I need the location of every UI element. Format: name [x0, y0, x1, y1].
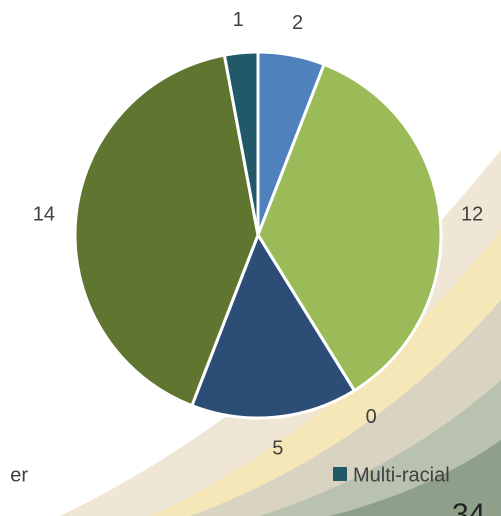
- swoosh-dark: [330, 440, 501, 516]
- data-labels: 2 12 0 5 14 1: [33, 9, 483, 459]
- data-label: 0: [366, 406, 377, 428]
- pie-slice: [256, 62, 443, 393]
- data-label: 12: [461, 203, 483, 225]
- data-label: 14: [33, 203, 55, 225]
- data-label: 1: [233, 9, 244, 31]
- legend-swatch: [333, 467, 347, 481]
- data-label: 5: [272, 437, 283, 459]
- pie-slice: [190, 233, 356, 420]
- slide-number: 34: [452, 498, 485, 516]
- pie: [73, 50, 443, 420]
- pie-slice: [222, 50, 260, 237]
- pie-slice: [73, 53, 260, 408]
- data-label: 2: [292, 12, 303, 34]
- legend-label: er: [10, 464, 28, 486]
- legend-label: Multi-racial: [353, 464, 450, 486]
- background-swooshes: [60, 150, 501, 516]
